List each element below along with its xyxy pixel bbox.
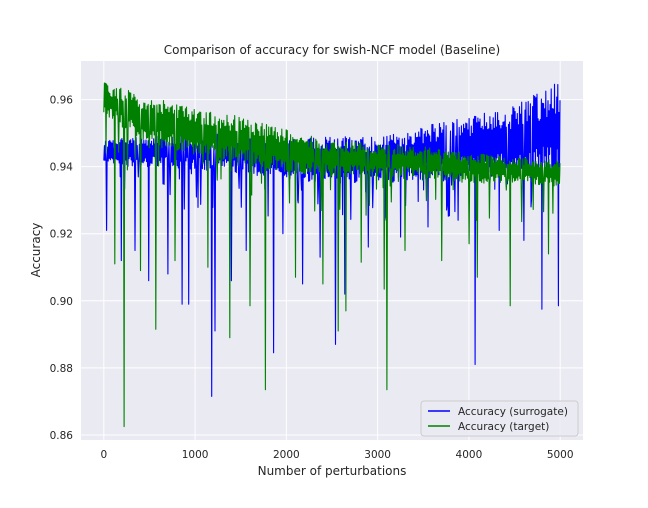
legend-label-surrogate: Accuracy (surrogate) xyxy=(458,406,568,418)
axis-ticks: 0 1000 2000 3000 4000 5000 0.86 0.88 0.90 0.92 0.9… xyxy=(50,95,574,461)
y-tick-label: 0.90 xyxy=(50,296,73,308)
legend: Accuracy (surrogate) Accuracy (target) xyxy=(420,400,579,437)
y-tick-label: 0.96 xyxy=(50,95,74,107)
series-layer xyxy=(103,82,561,428)
x-tick-label: 5000 xyxy=(547,449,574,461)
y-tick-label: 0.94 xyxy=(50,162,74,174)
y-tick-label: 0.86 xyxy=(50,430,74,442)
legend-label-target: Accuracy (target) xyxy=(458,421,549,433)
chart-title: Comparison of accuracy for swish-NCF mod… xyxy=(164,43,500,57)
y-axis-label: Accuracy xyxy=(29,223,43,278)
x-tick-label: 1000 xyxy=(182,449,209,461)
x-tick-label: 3000 xyxy=(364,449,391,461)
x-tick-label: 4000 xyxy=(456,449,483,461)
x-axis-label: Number of perturbations xyxy=(258,464,407,478)
y-tick-label: 0.88 xyxy=(50,363,73,375)
x-tick-label: 0 xyxy=(100,449,107,461)
series-line-target xyxy=(103,82,561,428)
y-tick-label: 0.92 xyxy=(50,229,73,241)
x-tick-label: 2000 xyxy=(273,449,300,461)
legend-box xyxy=(420,400,579,437)
